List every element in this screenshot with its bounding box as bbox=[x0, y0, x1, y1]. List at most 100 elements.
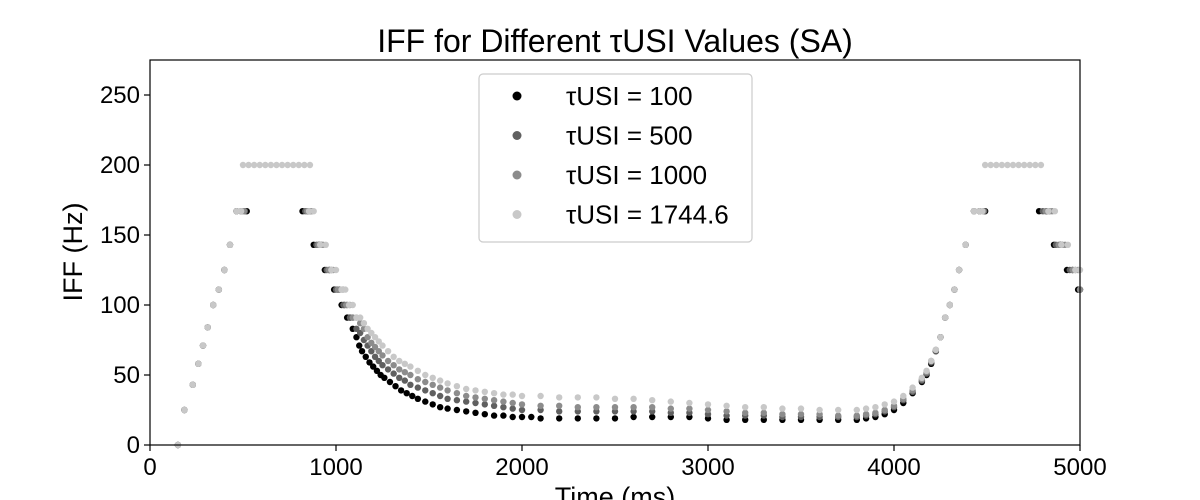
data-point bbox=[816, 406, 823, 414]
data-point bbox=[364, 334, 371, 341]
data-point bbox=[490, 402, 498, 409]
data-point bbox=[422, 371, 429, 379]
data-point bbox=[245, 161, 252, 169]
data-point bbox=[946, 301, 953, 309]
data-point bbox=[537, 402, 544, 409]
data-point bbox=[221, 266, 228, 274]
data-point bbox=[667, 405, 674, 412]
data-point bbox=[204, 324, 211, 331]
data-point bbox=[574, 394, 581, 401]
data-point bbox=[481, 411, 488, 418]
data-point bbox=[979, 208, 986, 215]
data-point bbox=[593, 394, 600, 401]
data-point bbox=[518, 406, 526, 414]
data-point bbox=[381, 374, 388, 381]
data-point bbox=[368, 329, 375, 337]
data-point bbox=[407, 363, 414, 370]
data-point bbox=[742, 404, 749, 411]
data-point bbox=[472, 387, 479, 394]
data-point bbox=[396, 366, 403, 373]
data-point bbox=[742, 409, 749, 416]
data-point bbox=[1045, 208, 1052, 215]
data-point bbox=[444, 380, 451, 387]
legend-label: τUSI = 1000 bbox=[566, 160, 707, 190]
data-point bbox=[401, 377, 409, 384]
data-point bbox=[414, 367, 422, 374]
data-point bbox=[453, 390, 461, 397]
data-point bbox=[981, 161, 989, 169]
y-tick-label: 50 bbox=[113, 362, 140, 389]
data-point bbox=[556, 408, 563, 415]
legend-marker bbox=[512, 170, 522, 180]
data-point bbox=[429, 374, 436, 381]
data-point bbox=[630, 395, 637, 402]
data-point bbox=[1020, 161, 1028, 169]
data-point bbox=[881, 401, 888, 408]
data-point bbox=[872, 404, 879, 411]
data-point bbox=[537, 415, 544, 422]
data-point bbox=[322, 241, 329, 248]
data-point bbox=[998, 161, 1006, 169]
data-point bbox=[500, 391, 507, 398]
data-point bbox=[239, 161, 247, 169]
x-tick-label: 4000 bbox=[867, 454, 920, 481]
data-point bbox=[970, 208, 978, 215]
data-point bbox=[295, 161, 302, 169]
data-point bbox=[490, 390, 498, 397]
data-point bbox=[356, 329, 364, 337]
data-point bbox=[574, 415, 581, 422]
data-point bbox=[500, 412, 507, 419]
data-point bbox=[422, 398, 429, 405]
data-point bbox=[429, 390, 436, 397]
data-point bbox=[472, 399, 479, 407]
data-point bbox=[1015, 161, 1022, 169]
data-point bbox=[463, 392, 470, 400]
data-point bbox=[1064, 241, 1072, 248]
x-axis: 0 1000 2000 3000 4000 5000 bbox=[143, 445, 1107, 481]
data-point bbox=[356, 342, 363, 349]
data-point bbox=[962, 241, 969, 248]
data-point bbox=[556, 402, 563, 409]
data-point bbox=[686, 399, 693, 407]
data-point bbox=[881, 406, 888, 414]
data-point bbox=[1009, 161, 1017, 169]
data-point bbox=[429, 381, 436, 388]
data-point bbox=[370, 363, 377, 370]
data-point bbox=[422, 387, 429, 394]
data-point bbox=[987, 161, 994, 169]
data-point bbox=[900, 392, 907, 400]
data-point bbox=[1026, 161, 1033, 169]
data-point bbox=[414, 384, 422, 391]
data-point bbox=[278, 161, 286, 169]
data-point bbox=[316, 241, 324, 248]
data-point bbox=[375, 338, 382, 345]
data-point bbox=[379, 362, 386, 369]
data-point bbox=[267, 161, 275, 169]
data-point bbox=[429, 401, 436, 408]
data-point bbox=[256, 161, 263, 169]
chart-title: IFF for Different τUSI Values (SA) bbox=[377, 23, 853, 59]
data-point bbox=[490, 397, 498, 404]
plot-area bbox=[174, 161, 1084, 449]
data-point bbox=[937, 334, 944, 341]
x-tick-label: 3000 bbox=[681, 454, 734, 481]
data-point bbox=[574, 404, 581, 411]
data-point bbox=[384, 366, 392, 373]
data-point bbox=[704, 401, 712, 408]
data-point bbox=[649, 413, 656, 421]
y-tick-label: 150 bbox=[100, 222, 140, 249]
data-point bbox=[797, 405, 805, 412]
data-point bbox=[909, 384, 916, 391]
legend-marker bbox=[512, 210, 522, 219]
data-point bbox=[422, 378, 429, 386]
data-point bbox=[723, 408, 730, 415]
data-point bbox=[397, 387, 405, 394]
data-point bbox=[414, 395, 422, 402]
data-point bbox=[436, 392, 444, 400]
data-point bbox=[630, 404, 637, 411]
data-point bbox=[556, 415, 563, 422]
data-point bbox=[444, 387, 451, 394]
data-point bbox=[375, 357, 382, 365]
data-point bbox=[384, 357, 392, 365]
data-point bbox=[472, 394, 479, 401]
